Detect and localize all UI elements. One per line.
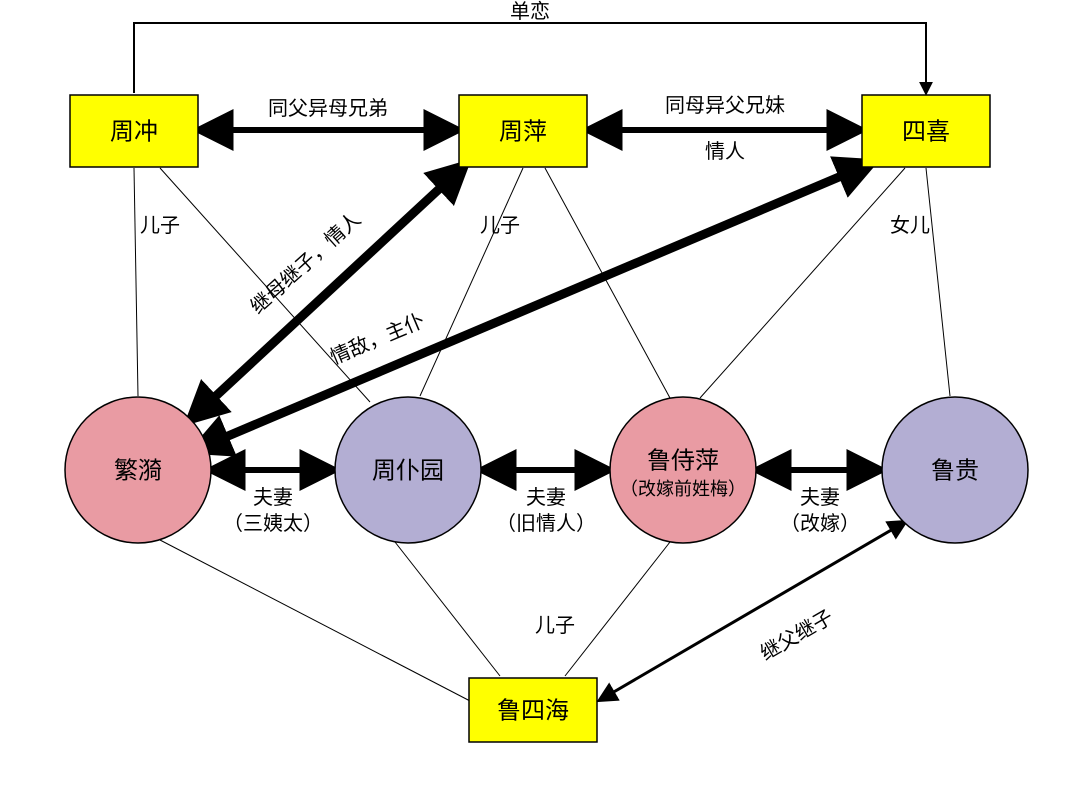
- node-label-lusihai: 鲁四海: [497, 697, 569, 724]
- edge-label-danlian: 单恋: [510, 0, 550, 23]
- edge-label2-fy_zpy: （三姨太）: [223, 512, 323, 535]
- edge-label-l8: 儿子: [535, 615, 575, 637]
- node-label-lushiping: 鲁侍萍: [647, 447, 719, 474]
- arrow-danlian: [134, 23, 926, 93]
- edge-label-lsp_lg: 夫妻: [800, 486, 840, 509]
- node-label-zhoupuyuan: 周仆园: [372, 457, 444, 484]
- thin-edge-l3: [420, 168, 523, 396]
- edge-label-lsh_lg: 继父继子: [756, 605, 837, 665]
- edge-label-l1: 儿子: [140, 215, 180, 237]
- edge-label2-zpy_lsp: （旧情人）: [496, 512, 596, 535]
- edge-label-fy_zpy: 夫妻: [253, 486, 293, 509]
- edge-label-zpy_lsp: 夫妻: [526, 486, 566, 509]
- node-sublabel-lushiping: （改嫁前姓梅）: [620, 479, 746, 499]
- edge-label-zp_sx: 同母异父兄妹: [665, 94, 785, 117]
- node-label-lugui: 鲁贵: [931, 457, 979, 484]
- thin-edge-l4: [545, 168, 670, 398]
- node-label-zhouchong: 周冲: [110, 118, 158, 145]
- arrow-fy_zp: [190, 165, 465, 420]
- thin-edge-l9: [160, 540, 472, 702]
- arrow-fy_sx: [195, 163, 872, 450]
- edge-label2-zp_sx: 情人: [705, 140, 745, 163]
- thin-edge-l5: [700, 168, 905, 398]
- thin-edge-l1: [134, 168, 138, 396]
- relationship-diagram: 周冲周萍四喜鲁四海繁漪周仆园鲁侍萍（改嫁前姓梅）鲁贵 儿子儿子女儿儿子同父异母兄…: [0, 0, 1080, 790]
- edge-label-fy_zp: 继母继子，情人: [246, 208, 365, 319]
- node-label-fanyi: 繁漪: [114, 457, 162, 484]
- edge-label-l3: 儿子: [480, 215, 520, 237]
- node-label-zhouping: 周萍: [499, 118, 547, 145]
- thin-edge-l8: [565, 542, 670, 676]
- edge-label-zc_zp: 同父异母兄弟: [268, 97, 388, 120]
- node-label-sixi: 四喜: [902, 118, 950, 145]
- thin-edge-l7: [395, 542, 500, 676]
- edge-label-l6: 女儿: [890, 214, 930, 237]
- edge-label2-lsp_lg: （改嫁）: [780, 512, 860, 535]
- thin-edge-l6: [926, 168, 950, 396]
- arrow-lsh_lg: [600, 522, 905, 700]
